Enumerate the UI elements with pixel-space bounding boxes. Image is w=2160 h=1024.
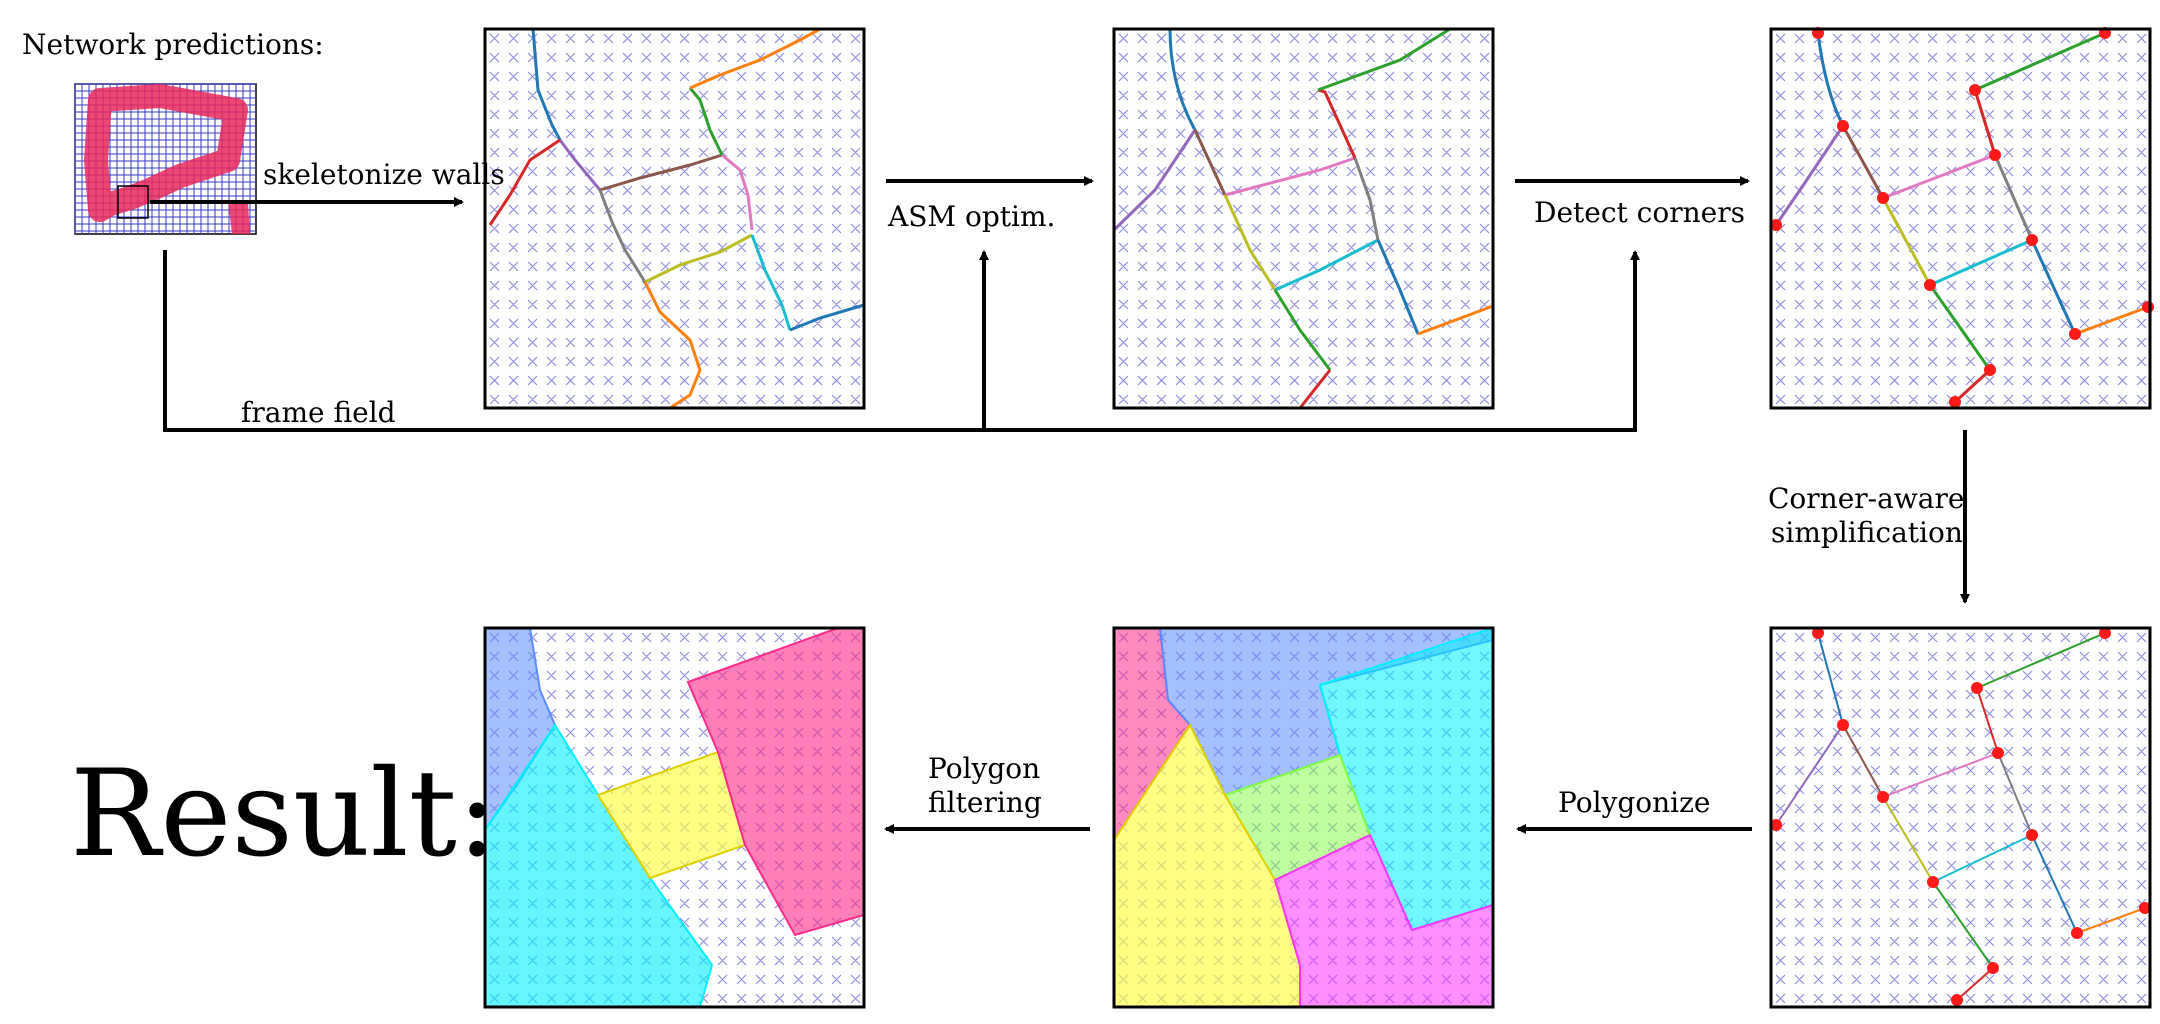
simplified-paths xyxy=(1775,632,2146,1001)
polygons-all xyxy=(1114,628,1493,1007)
filtered-polygons xyxy=(485,628,864,1007)
label-polygonize: Polygonize xyxy=(1558,786,1710,819)
network-prediction-thumbnail xyxy=(74,83,257,235)
corner-paths xyxy=(1774,31,2149,404)
label-network-predictions: Network predictions: xyxy=(22,28,324,61)
panel-simplified xyxy=(1769,626,2152,1009)
frame-field-crosses xyxy=(489,33,861,405)
label-detect: Detect corners xyxy=(1534,196,1745,229)
optimized-paths xyxy=(1112,27,1494,409)
label-asm: ASM optim. xyxy=(887,200,1055,233)
panel-asm xyxy=(1112,27,1495,410)
zoom-box xyxy=(117,185,149,219)
panel-polygonized xyxy=(1112,626,1495,1009)
label-polygon: Polygon xyxy=(928,752,1040,785)
frame-field-crosses xyxy=(1775,632,2147,1004)
flow-arrows xyxy=(150,176,1970,834)
label-frame-field: frame field xyxy=(241,396,396,429)
result-polygon-pink xyxy=(686,628,864,937)
label-skeletonize: skeletonize walls xyxy=(263,158,505,191)
label-result: Result: xyxy=(70,745,497,884)
skeleton-paths xyxy=(488,27,865,410)
panel-result xyxy=(483,626,866,1009)
label-simplification: simplification xyxy=(1771,516,1963,549)
label-filtering: filtering xyxy=(928,786,1042,819)
frame-field-crosses xyxy=(1118,33,1490,405)
frame-field-crosses xyxy=(1775,33,2147,405)
polygon-magenta xyxy=(1273,833,1493,1007)
panel-corners xyxy=(1769,27,2154,410)
simplified-corners xyxy=(1770,627,2151,1006)
arrow-frame-field xyxy=(163,250,1640,432)
panel-skeleton xyxy=(483,27,866,410)
label-corner-aware: Corner-aware xyxy=(1768,482,1964,515)
wall-prediction-mask xyxy=(84,84,250,234)
